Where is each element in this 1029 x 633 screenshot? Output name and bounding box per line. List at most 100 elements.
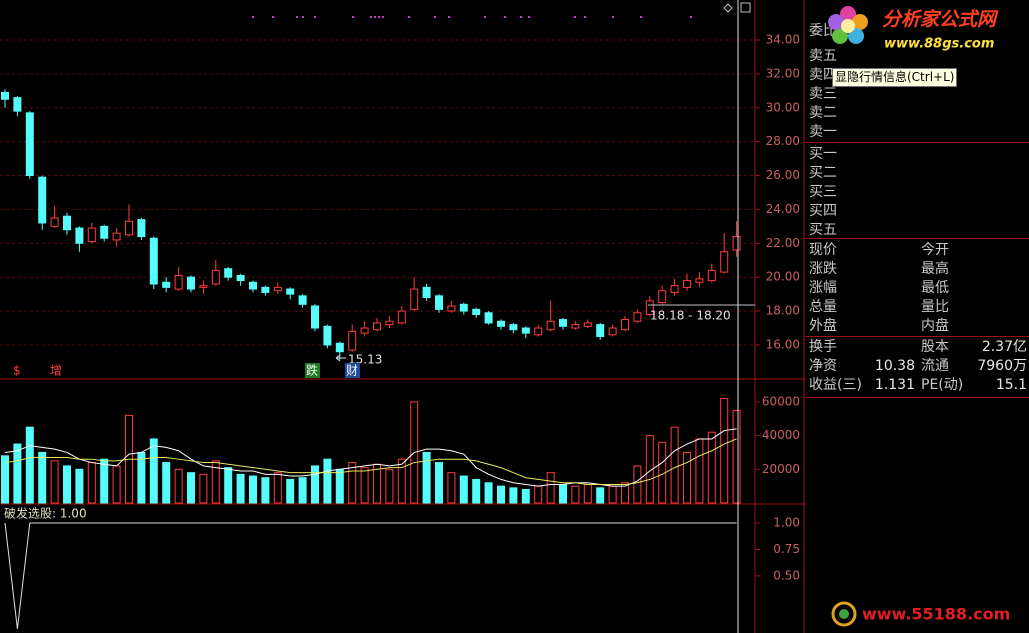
divider: [805, 142, 1029, 143]
volume-bar: [534, 485, 543, 504]
diamond-icon[interactable]: [723, 3, 733, 13]
candle-body: [335, 342, 344, 353]
candle-body: [720, 251, 729, 273]
divider: [805, 397, 1029, 398]
y-tick-label: 24.00: [766, 202, 800, 216]
quote-label: 涨跌: [809, 261, 837, 277]
candle-body: [571, 324, 580, 329]
candle-body: [732, 236, 741, 251]
bottom-url: www.55188.com: [862, 605, 1010, 624]
volume-bar: [38, 451, 47, 504]
volume-bar: [695, 438, 704, 504]
candle-body: [323, 325, 332, 346]
quote-label: 外盘: [809, 318, 837, 334]
volume-bar: [571, 485, 580, 504]
quote-label: 内盘: [921, 318, 949, 334]
volume-bar: [670, 426, 679, 504]
volume-bar: [50, 460, 59, 504]
volume-bar: [435, 462, 443, 504]
volume-bar: [459, 475, 468, 504]
volume-bar: [497, 485, 505, 504]
indicator-line: [4, 522, 737, 629]
candle-body: [633, 312, 642, 322]
event-marker-bg: [305, 363, 320, 378]
volume-bar: [521, 489, 530, 504]
y-tick-label: 0.75: [773, 542, 800, 556]
stat-label: 股本: [921, 339, 949, 355]
volume-bar: [348, 462, 357, 504]
candle-body: [397, 310, 406, 324]
chart: 16.00 18.00 20.00 22.00 24.00 26.00 28.00 30.00…: [0, 0, 805, 633]
quote-label: 量比: [921, 299, 949, 315]
y-tick-label: 22.00: [766, 236, 800, 250]
volume-bar: [335, 468, 344, 504]
logo: 分析家公式网 www.88gs.com: [828, 6, 999, 52]
volume-bar: [211, 460, 220, 504]
quote-label: 今开: [921, 242, 949, 258]
square-icon[interactable]: [740, 2, 751, 13]
volume-bar: [286, 478, 295, 504]
candle-body: [125, 220, 133, 236]
volume-bar: [87, 462, 96, 504]
candle-body: [422, 286, 431, 299]
moving-average: [4, 428, 737, 487]
order-label: 卖二: [809, 105, 837, 121]
candle-body: [187, 276, 195, 290]
order-label: 买五: [809, 222, 837, 238]
candle-body: [50, 217, 59, 227]
candle-body: [707, 269, 716, 282]
candle-body: [645, 300, 654, 315]
y-tick-label: 20.00: [766, 270, 800, 284]
quote-label: 最低: [921, 280, 949, 296]
candle-body: [484, 312, 493, 324]
volume-bar: [112, 465, 121, 504]
event-marker[interactable]: $: [13, 364, 21, 378]
stat-label: 净资: [809, 358, 837, 374]
stat-value: 1.131: [874, 377, 915, 393]
candle-body: [63, 215, 71, 231]
stat-label: 收益(三): [809, 377, 862, 393]
volume-bar: [645, 435, 654, 504]
moving-average: [4, 438, 737, 485]
volume-bar: [732, 409, 741, 504]
volume-bar: [249, 475, 257, 504]
event-marker[interactable]: 增: [50, 364, 62, 378]
logo-swirl: [831, 601, 857, 627]
candle-body: [199, 285, 208, 288]
y-tick-label: 1.00: [773, 515, 800, 529]
event-marker[interactable]: 财: [346, 364, 358, 378]
candle-body: [38, 176, 47, 224]
candle-body: [273, 286, 282, 292]
y-tick-label: 30.00: [766, 100, 800, 114]
candle-body: [621, 319, 629, 331]
volume-bar: [25, 426, 34, 504]
volume-bar: [100, 458, 109, 504]
volume-bar: [422, 451, 431, 504]
candle-body: [608, 327, 617, 336]
order-label: 买四: [809, 203, 837, 219]
candle-body: [497, 320, 505, 327]
logo-swirl: [839, 609, 849, 619]
volume-bar: [137, 451, 146, 504]
volume-bar: [224, 467, 233, 504]
volume-bar: [484, 482, 493, 504]
quote-panel: 委比 卖五 卖四 卖三 卖二 卖一 买一 买二 买三 买四 买五 现价 今开 涨跌 最高 涨幅 最低 总量 量比 外盘…: [805, 0, 1029, 633]
candle-body: [348, 330, 357, 351]
volume-bar: [13, 443, 22, 504]
volume-bar: [149, 438, 158, 504]
candle-body: [559, 319, 567, 327]
volume-bar: [75, 468, 84, 504]
event-marker[interactable]: 跌: [306, 363, 318, 378]
candle-body: [162, 281, 171, 288]
order-label: 卖五: [809, 48, 837, 64]
y-tick-label: 40000: [762, 428, 800, 442]
y-tick-label: 34.00: [766, 32, 800, 46]
candle-body: [236, 274, 245, 282]
quote-label: 涨幅: [809, 280, 837, 296]
volume-bar: [447, 472, 456, 504]
candle-body: [13, 97, 22, 112]
volume-bar: [683, 451, 691, 504]
candle-body: [211, 269, 220, 285]
order-label: 买三: [809, 184, 837, 200]
volume-bar: [162, 462, 171, 504]
